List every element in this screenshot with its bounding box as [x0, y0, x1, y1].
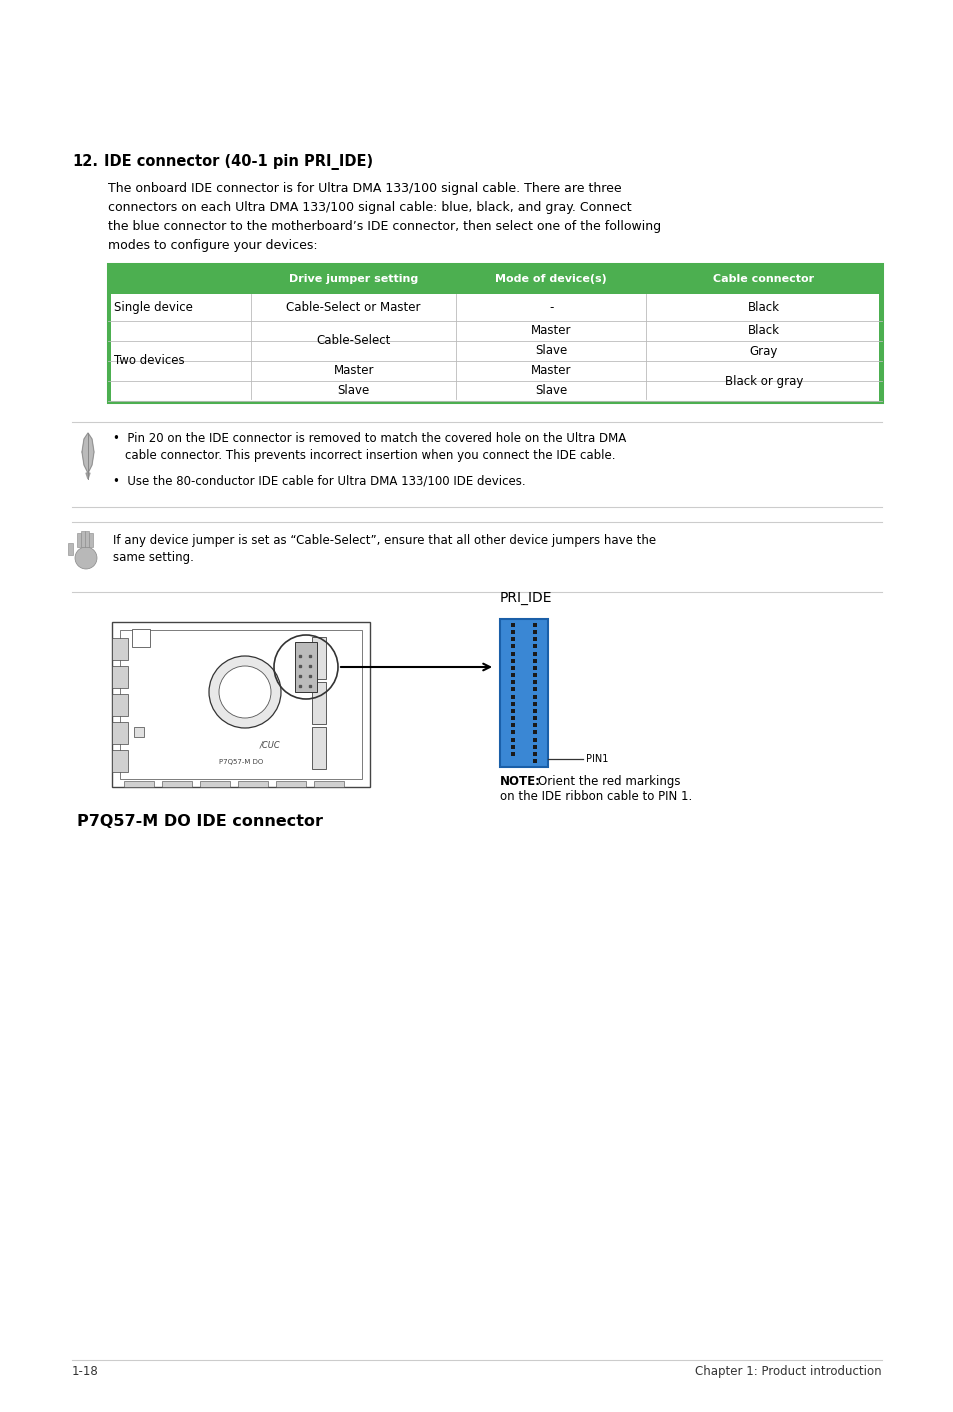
- Text: Master: Master: [530, 325, 571, 337]
- Polygon shape: [86, 473, 90, 479]
- Circle shape: [209, 657, 281, 729]
- Bar: [120, 630, 361, 779]
- Bar: [294, 642, 316, 692]
- Bar: [124, 781, 153, 786]
- Text: Slave: Slave: [337, 384, 370, 398]
- Text: Black: Black: [747, 301, 780, 313]
- Text: the blue connector to the motherboard’s IDE connector, then select one of the fo: the blue connector to the motherboard’s …: [108, 220, 660, 233]
- Bar: [162, 781, 192, 786]
- Text: Mode of device(s): Mode of device(s): [495, 274, 606, 284]
- Text: cable connector. This prevents incorrect insertion when you connect the IDE cabl: cable connector. This prevents incorrect…: [125, 449, 615, 462]
- Bar: [312, 727, 326, 770]
- Bar: [90, 532, 93, 546]
- Bar: [499, 618, 547, 767]
- Bar: [112, 750, 128, 772]
- Text: Master: Master: [530, 364, 571, 377]
- Bar: [878, 264, 882, 402]
- Text: Slave: Slave: [535, 345, 567, 357]
- Bar: [111, 294, 878, 321]
- Text: PIN1: PIN1: [585, 754, 608, 764]
- Text: •  Use the 80-conductor IDE cable for Ultra DMA 133/100 IDE devices.: • Use the 80-conductor IDE cable for Ult…: [112, 474, 525, 487]
- Circle shape: [219, 666, 271, 717]
- Text: Gray: Gray: [749, 345, 778, 357]
- Text: The onboard IDE connector is for Ultra DMA 133/100 signal cable. There are three: The onboard IDE connector is for Ultra D…: [108, 182, 621, 195]
- Text: •  Pin 20 on the IDE connector is removed to match the covered hole on the Ultra: • Pin 20 on the IDE connector is removed…: [112, 432, 625, 445]
- Text: /ϹUϹ: /ϹUϹ: [259, 740, 280, 750]
- Text: on the IDE ribbon cable to PIN 1.: on the IDE ribbon cable to PIN 1.: [499, 789, 692, 803]
- Text: Cable-Select or Master: Cable-Select or Master: [286, 301, 420, 313]
- Polygon shape: [82, 433, 94, 473]
- Text: Two devices: Two devices: [113, 354, 185, 367]
- Bar: [112, 623, 370, 786]
- Bar: [108, 400, 882, 402]
- Text: Chapter 1: Product introduction: Chapter 1: Product introduction: [695, 1365, 882, 1378]
- Text: NOTE:: NOTE:: [499, 775, 540, 788]
- Text: P7Q57-M DO: P7Q57-M DO: [218, 760, 263, 765]
- Bar: [68, 544, 73, 555]
- Bar: [112, 666, 128, 688]
- Text: Black or gray: Black or gray: [724, 374, 802, 387]
- Text: Single device: Single device: [113, 301, 193, 313]
- Text: IDE connector (40-1 pin PRI_IDE): IDE connector (40-1 pin PRI_IDE): [104, 154, 373, 169]
- Bar: [312, 682, 326, 724]
- Bar: [200, 781, 230, 786]
- Text: connectors on each Ultra DMA 133/100 signal cable: blue, black, and gray. Connec: connectors on each Ultra DMA 133/100 sig…: [108, 201, 631, 215]
- Text: If any device jumper is set as “Cable-Select”, ensure that all other device jump: If any device jumper is set as “Cable-Se…: [112, 534, 656, 546]
- Bar: [108, 264, 111, 402]
- Text: 12.: 12.: [71, 154, 98, 169]
- Bar: [112, 722, 128, 744]
- Text: Orient the red markings: Orient the red markings: [537, 775, 679, 788]
- Bar: [312, 637, 326, 679]
- Bar: [132, 628, 150, 647]
- Bar: [108, 264, 882, 402]
- Bar: [112, 695, 128, 716]
- Bar: [111, 321, 878, 342]
- Text: PRI_IDE: PRI_IDE: [499, 592, 552, 604]
- Bar: [112, 638, 128, 659]
- Text: Master: Master: [334, 364, 374, 377]
- Text: 1-18: 1-18: [71, 1365, 99, 1378]
- Circle shape: [75, 546, 97, 569]
- Bar: [133, 727, 144, 737]
- Bar: [237, 781, 268, 786]
- Text: Black: Black: [747, 325, 780, 337]
- Bar: [275, 781, 306, 786]
- Text: Slave: Slave: [535, 384, 567, 398]
- Bar: [111, 381, 878, 401]
- Text: same setting.: same setting.: [112, 551, 193, 563]
- Text: modes to configure your devices:: modes to configure your devices:: [108, 239, 317, 251]
- Bar: [81, 531, 86, 546]
- Text: Cable connector: Cable connector: [713, 274, 814, 284]
- Bar: [108, 264, 882, 294]
- Bar: [111, 342, 878, 361]
- Bar: [77, 532, 81, 546]
- Text: Drive jumper setting: Drive jumper setting: [289, 274, 418, 284]
- Bar: [314, 781, 344, 786]
- Bar: [111, 361, 878, 381]
- Text: -: -: [548, 301, 553, 313]
- Text: P7Q57-M DO IDE connector: P7Q57-M DO IDE connector: [77, 813, 323, 829]
- Text: Cable-Select: Cable-Select: [316, 335, 391, 347]
- Bar: [86, 531, 90, 546]
